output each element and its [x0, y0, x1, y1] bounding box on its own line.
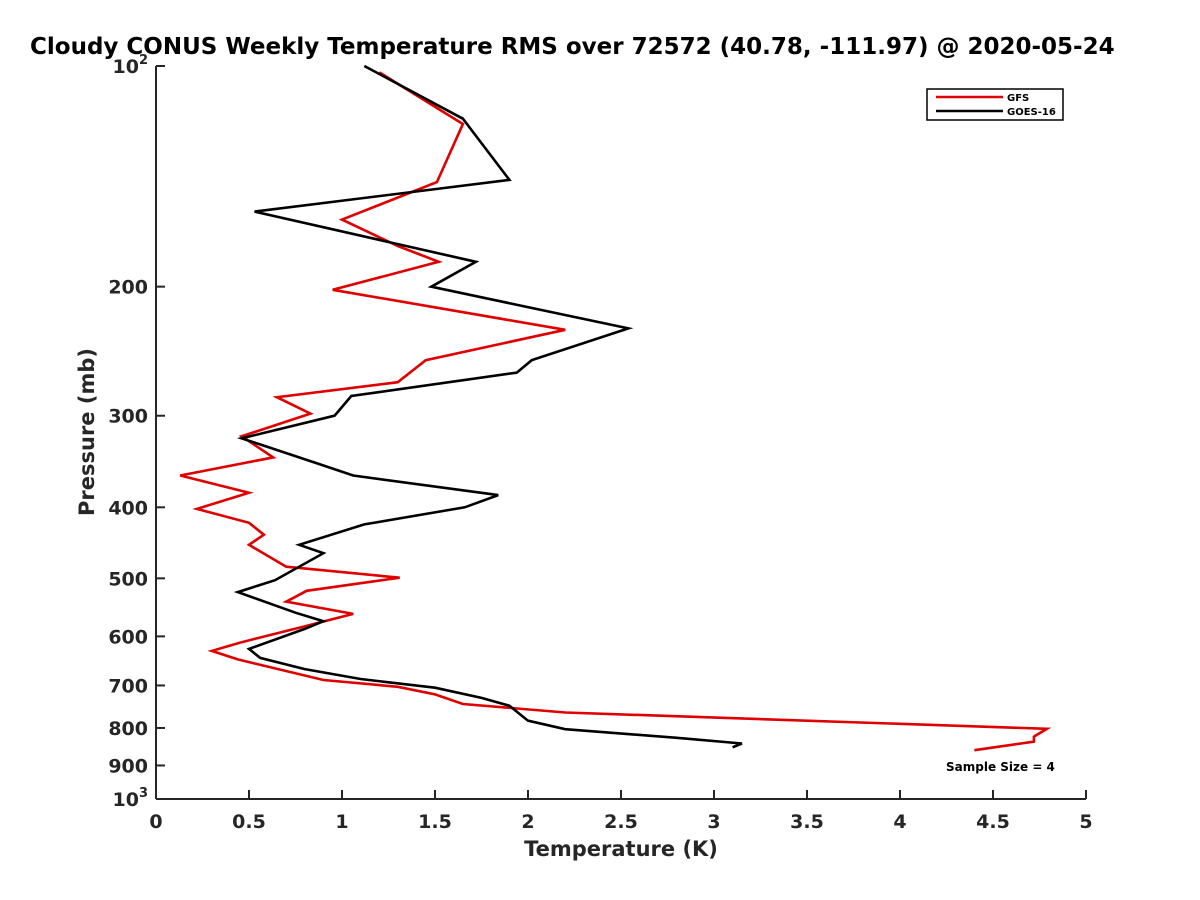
legend-box — [926, 88, 1064, 121]
y-tick-label: 700 — [108, 675, 148, 697]
x-tick-label: 5 — [1079, 811, 1092, 833]
y-tick-label: 300 — [108, 406, 148, 428]
legend: GFS GOES-16 — [926, 88, 1064, 121]
y-ticks: 102 200 300 400 500 600 700 800 900 103 — [108, 53, 165, 811]
y-tick-label: 500 — [108, 568, 148, 590]
legend-label-goes16: GOES-16 — [1007, 107, 1056, 118]
y-tick-label: 800 — [108, 718, 148, 740]
y-axis-label: Pressure (mb) — [75, 348, 99, 516]
sample-size-annotation: Sample Size = 4 — [946, 760, 1055, 774]
x-tick-label: 0 — [149, 811, 162, 833]
y-tick-label: 400 — [108, 497, 148, 519]
chart-title: Cloudy CONUS Weekly Temperature RMS over… — [30, 34, 1115, 60]
legend-label-gfs: GFS — [1007, 93, 1029, 104]
y-tick-label: 900 — [108, 755, 148, 777]
x-tick-label: 4 — [893, 811, 906, 833]
series-line-goes16 — [233, 64, 743, 749]
x-tick-label: 1 — [335, 811, 348, 833]
x-tick-label: 1.5 — [418, 811, 452, 833]
x-tick-label: 0.5 — [232, 811, 266, 833]
y-tick-label: 600 — [108, 626, 148, 648]
plot-area — [155, 66, 1086, 800]
x-tick-label: 4.5 — [976, 811, 1010, 833]
x-tick-label: 3 — [707, 811, 720, 833]
x-ticks: 0 0.5 1 1.5 2 2.5 3 3.5 4 4.5 5 — [149, 790, 1093, 833]
y-tick-label: 102 — [113, 53, 149, 78]
y-tick-label: 103 — [113, 786, 149, 811]
x-tick-label: 2 — [521, 811, 534, 833]
x-axis-label: Temperature (K) — [524, 837, 718, 861]
series-line-gfs — [179, 71, 1052, 752]
y-tick-label: 200 — [108, 277, 148, 299]
x-tick-label: 2.5 — [604, 811, 638, 833]
series-layer — [179, 64, 1052, 752]
x-tick-label: 3.5 — [790, 811, 824, 833]
